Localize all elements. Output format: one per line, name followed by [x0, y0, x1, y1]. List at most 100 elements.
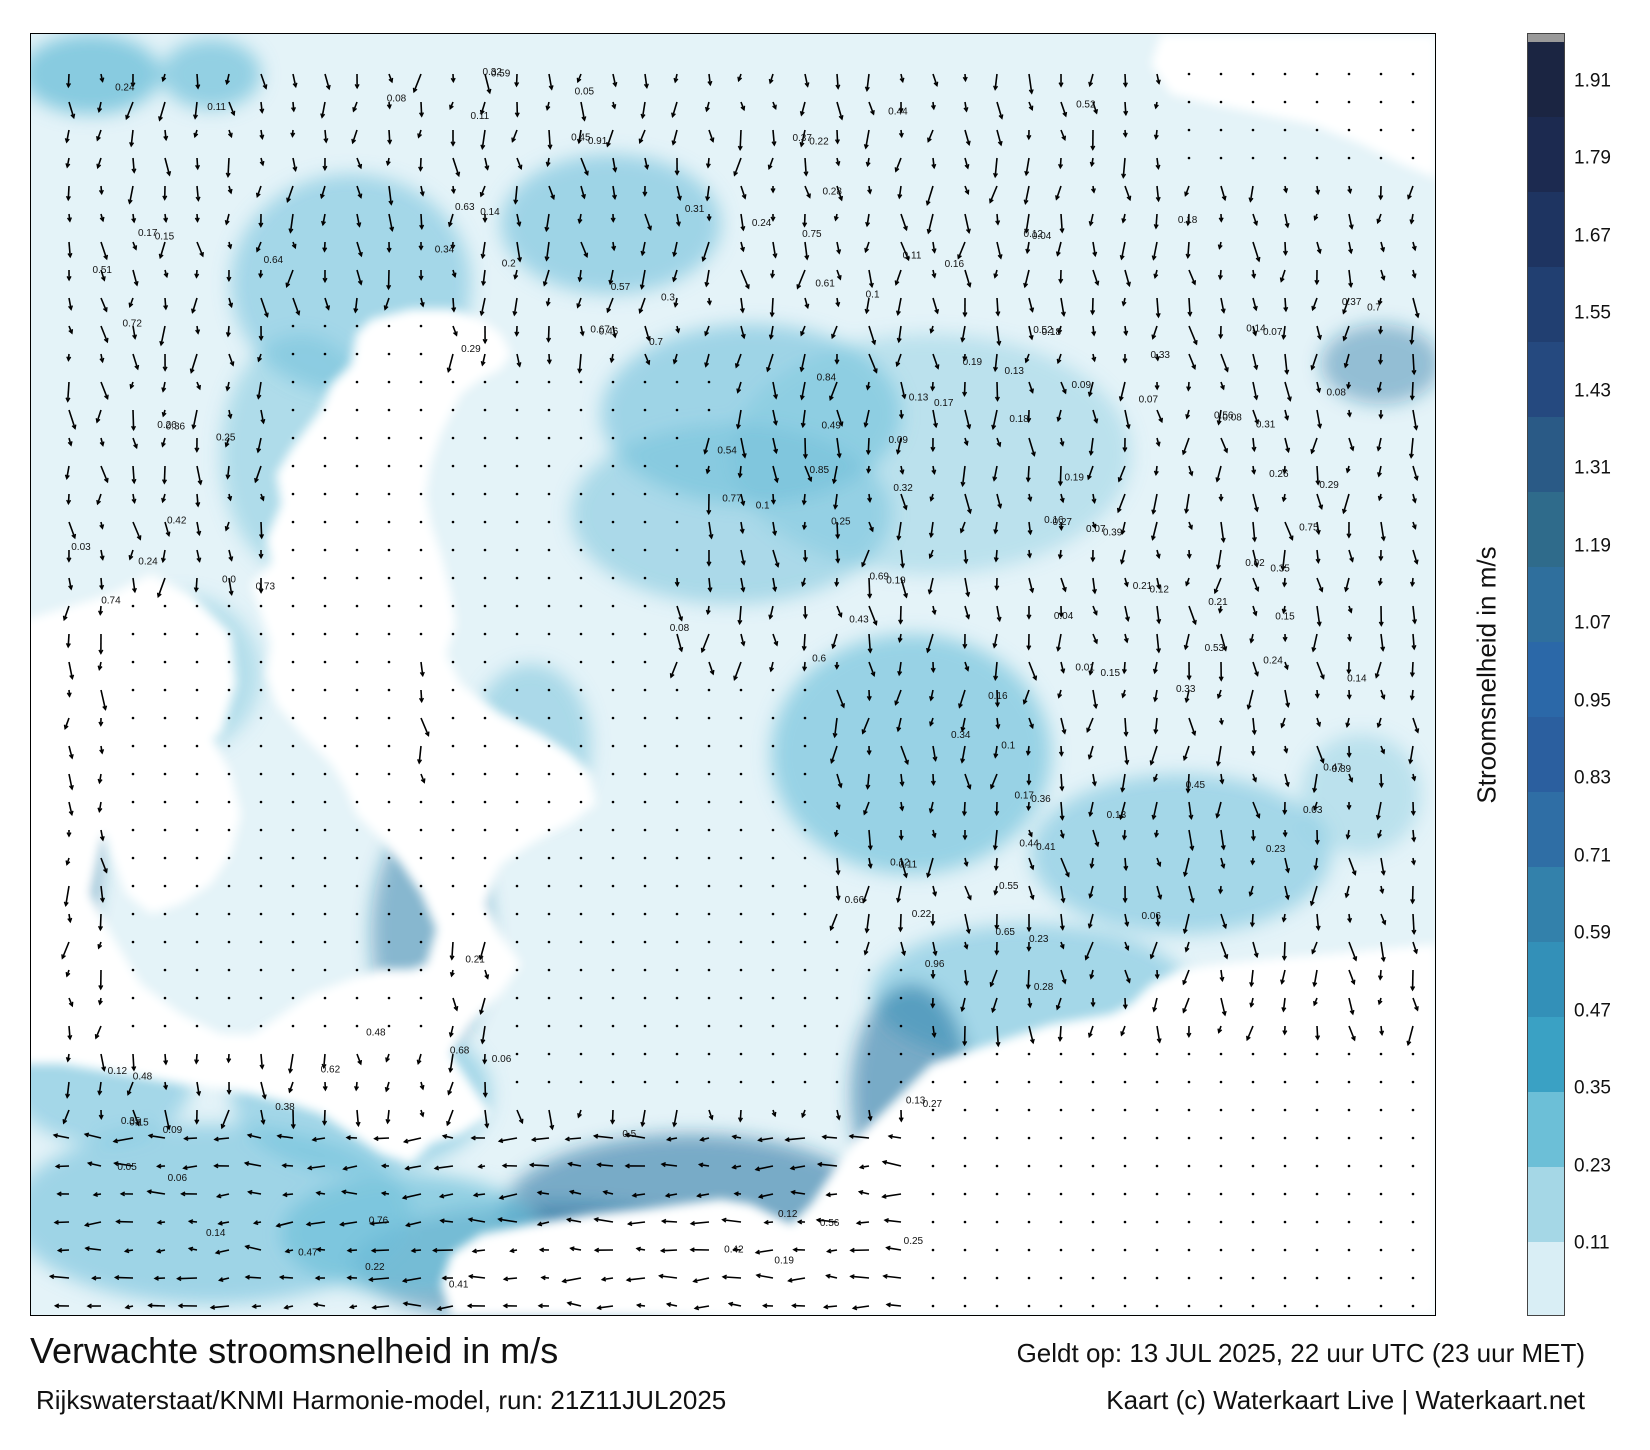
current-arrow: [130, 129, 134, 147]
current-speed-label: 0.49: [821, 421, 841, 432]
current-arrow: [1060, 745, 1063, 756]
current-arrow-head: [1345, 468, 1351, 474]
current-arrow: [286, 185, 294, 202]
current-arrow: [1060, 913, 1064, 930]
land-grid-dot: [1315, 1248, 1319, 1252]
land-grid-dot: [323, 604, 327, 608]
current-arrow-head: [740, 500, 746, 507]
current-speed-label: 0.25: [831, 517, 851, 528]
current-arrow: [895, 157, 902, 172]
current-arrow-head: [1026, 926, 1032, 933]
current-arrow-head: [1023, 282, 1029, 289]
current-arrow: [114, 1162, 134, 1167]
current-arrow: [67, 73, 70, 87]
current-arrow-head: [262, 84, 268, 90]
current-arrow-head: [68, 753, 74, 760]
current-arrow: [868, 829, 872, 850]
current-arrow: [994, 157, 998, 177]
current-arrow: [1252, 297, 1257, 311]
current-arrow-head: [194, 1059, 200, 1065]
current-arrow-head: [165, 531, 171, 537]
current-arrow: [740, 297, 744, 313]
current-arrow: [804, 241, 808, 260]
current-arrow: [1060, 801, 1064, 820]
land-grid-dot: [1283, 1192, 1287, 1196]
current-arrow: [1124, 73, 1127, 87]
current-arrow-head: [291, 243, 297, 250]
current-arrow-head: [802, 453, 808, 460]
legend-tick-label: 0.11: [1574, 1232, 1610, 1254]
current-arrow-head: [1055, 1005, 1061, 1011]
current-arrow-head: [1121, 835, 1127, 841]
current-arrow: [772, 381, 777, 399]
current-arrow: [292, 297, 300, 315]
current-arrow-head: [1223, 954, 1229, 960]
land-grid-dot: [483, 548, 487, 552]
current-arrow-head: [1283, 664, 1289, 671]
land-grid-dot: [771, 884, 775, 888]
current-arrow: [836, 241, 841, 254]
current-arrow-head: [127, 199, 133, 205]
land-grid-dot: [1123, 1108, 1127, 1112]
current-arrow: [417, 1053, 422, 1064]
land-grid-dot: [323, 520, 327, 524]
land-grid-dot: [675, 548, 679, 552]
current-arrow: [1028, 325, 1033, 340]
current-arrow-head: [1253, 395, 1259, 401]
land-grid-dot: [579, 408, 583, 412]
current-arrow-head: [315, 1247, 322, 1253]
current-speed-label: 0.17: [138, 228, 158, 239]
current-arrow-head: [477, 1163, 483, 1169]
current-arrow: [964, 129, 970, 145]
current-arrow: [1251, 913, 1254, 927]
legend-band: [1528, 417, 1564, 493]
current-arrow-head: [1087, 474, 1092, 481]
current-arrow-head: [130, 425, 137, 432]
current-arrow: [1183, 745, 1190, 760]
land-grid-dot: [483, 772, 487, 776]
current-arrow-head: [95, 418, 101, 424]
current-arrow-head: [419, 1112, 425, 1118]
current-arrow-head: [542, 281, 548, 287]
land-grid-dot: [547, 436, 551, 440]
land-grid-dot: [451, 744, 455, 748]
land-grid-dot: [387, 828, 391, 832]
land-grid-dot: [771, 800, 775, 804]
current-arrow-head: [373, 1136, 379, 1142]
current-arrow-head: [1025, 477, 1031, 483]
current-arrow-head: [897, 637, 903, 643]
land-grid-dot: [995, 1304, 999, 1308]
current-arrow: [1310, 437, 1318, 454]
current-arrow-head: [577, 218, 583, 225]
current-arrow-head: [420, 778, 426, 784]
current-arrow-head: [1121, 173, 1127, 179]
current-arrow-head: [704, 106, 710, 113]
land-grid-dot: [1155, 1052, 1159, 1056]
current-arrow-head: [1318, 504, 1324, 510]
current-arrow-head: [1026, 417, 1032, 424]
land-grid-dot: [483, 492, 487, 496]
current-arrow-head: [86, 1161, 93, 1167]
current-arrow-head: [1092, 703, 1098, 710]
current-arrow-head: [1378, 782, 1384, 789]
land-grid-dot: [355, 828, 359, 832]
current-arrow-head: [244, 1244, 250, 1250]
current-arrow: [691, 1221, 710, 1225]
current-arrow-head: [356, 222, 362, 228]
current-arrow: [260, 521, 263, 538]
land-grid-dot: [675, 380, 679, 384]
current-arrow-head: [1032, 675, 1038, 681]
current-arrow: [1156, 409, 1163, 423]
current-arrow: [484, 157, 489, 170]
land-grid-dot: [323, 632, 327, 636]
land-grid-dot: [675, 408, 679, 412]
land-grid-dot: [547, 408, 551, 412]
current-arrow-head: [1153, 273, 1159, 280]
current-arrow: [836, 521, 839, 539]
current-arrow-head: [247, 1189, 253, 1195]
current-arrow-head: [804, 82, 810, 88]
current-arrow-head: [1220, 863, 1226, 870]
land-grid-dot: [707, 856, 711, 860]
current-arrow: [1342, 493, 1350, 514]
current-arrow: [1028, 857, 1034, 870]
